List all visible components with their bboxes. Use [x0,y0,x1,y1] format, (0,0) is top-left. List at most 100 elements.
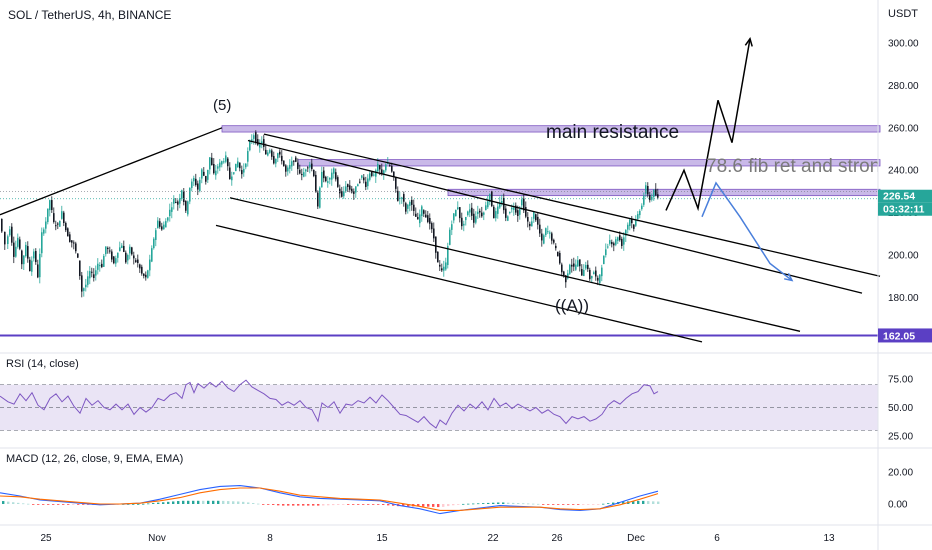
candle-body [463,223,465,226]
candle-body [141,266,143,274]
candle-body [475,216,477,223]
macd-histogram-bar [32,504,35,505]
candle-body [177,201,179,205]
rsi-pane[interactable] [0,379,878,431]
candle-body [231,176,233,181]
candle-body [315,174,317,193]
macd-histogram-bar [602,503,605,505]
candle-body [411,199,413,205]
candle-body [361,175,363,178]
candle-body [453,213,455,221]
candle-body [521,199,523,206]
candle-body [281,155,283,162]
macd-histogram-bar [317,504,320,506]
candle-body [357,184,359,187]
x-tick-label: Dec [627,533,645,544]
countdown-tag-bg [878,202,932,216]
y-tick-label: 240.00 [888,166,919,177]
candle-body [221,161,223,165]
candle-body [23,255,25,265]
macd-histogram-bar [362,504,365,505]
candle-body [95,270,97,276]
macd-histogram-bar [572,504,575,505]
candle-body [211,157,213,166]
candle-body [301,173,303,176]
candle-body [319,187,321,208]
candle-body [621,238,623,246]
candle-body [469,209,471,213]
candle-body [387,163,389,165]
candle-body [547,231,549,233]
candle-body [127,255,129,261]
macd-histogram-bar [497,502,500,504]
y-tick-label: 280.00 [888,81,919,92]
support-price-tag: 162.05 [883,330,915,342]
candle-body [505,208,507,218]
macd-histogram-bar [457,504,460,505]
candle-body [567,273,569,279]
candle-body [365,181,367,187]
candle-body [575,264,577,270]
rsi-tick-label: 75.00 [888,375,913,386]
x-tick-label: 22 [487,533,499,544]
macd-histogram-bar [452,504,455,506]
macd-histogram-bar [57,504,60,505]
candle-body [93,274,95,279]
candle-body [329,177,331,180]
macd-histogram-bar [582,504,585,505]
candle-body [87,276,89,285]
candle-body [1,219,3,232]
candle-body [323,170,325,179]
candle-body [203,171,205,176]
macd-pane[interactable] [0,485,660,515]
candle-body [471,207,473,216]
candle-body [133,255,135,259]
candle-body [415,213,417,217]
candle-body [157,220,159,229]
candle-body [161,226,163,230]
rsi-line [0,379,659,429]
candle-body [309,164,311,168]
macd-histogram-bar [587,504,590,505]
candle-body [217,166,219,169]
currency-unit: USDT [888,8,918,20]
price-pane[interactable]: (5) main resistance 78.6 fib ret and stron… [0,37,891,343]
macd-histogram-bar [137,504,140,505]
candle-body [339,188,341,194]
macd-histogram-bar [237,501,240,504]
macd-histogram-bar [577,504,580,505]
candle-body [143,273,145,276]
candle-body [209,157,211,170]
candle-body [525,207,527,217]
candle-body [369,173,371,180]
candle-body [137,259,139,263]
macd-histogram-bar [127,504,130,505]
candle-body [355,186,357,193]
candle-body [485,205,487,211]
candle-body [619,235,621,241]
macd-histogram-bar [472,503,475,505]
macd-histogram-bar [462,503,465,505]
candle-body [585,264,587,269]
candle-body [311,163,313,170]
candle-body [333,168,335,174]
rsi-band-ext [660,384,878,431]
macd-histogram-bar [272,504,275,505]
candle-body [383,170,385,175]
candle-body [117,252,119,258]
candle-body [371,171,373,176]
trend-line [0,127,223,216]
candle-body [565,275,567,283]
macd-line [0,485,659,515]
candle-body [179,198,181,204]
candle-body [489,194,491,202]
macd-histogram-bar [387,504,390,506]
candle-body [149,259,151,271]
candle-body [275,158,277,164]
candle-body [535,214,537,221]
candle-body [135,260,137,262]
candle-body [19,239,21,249]
candle-body [4,231,6,245]
candle-body [421,206,423,217]
